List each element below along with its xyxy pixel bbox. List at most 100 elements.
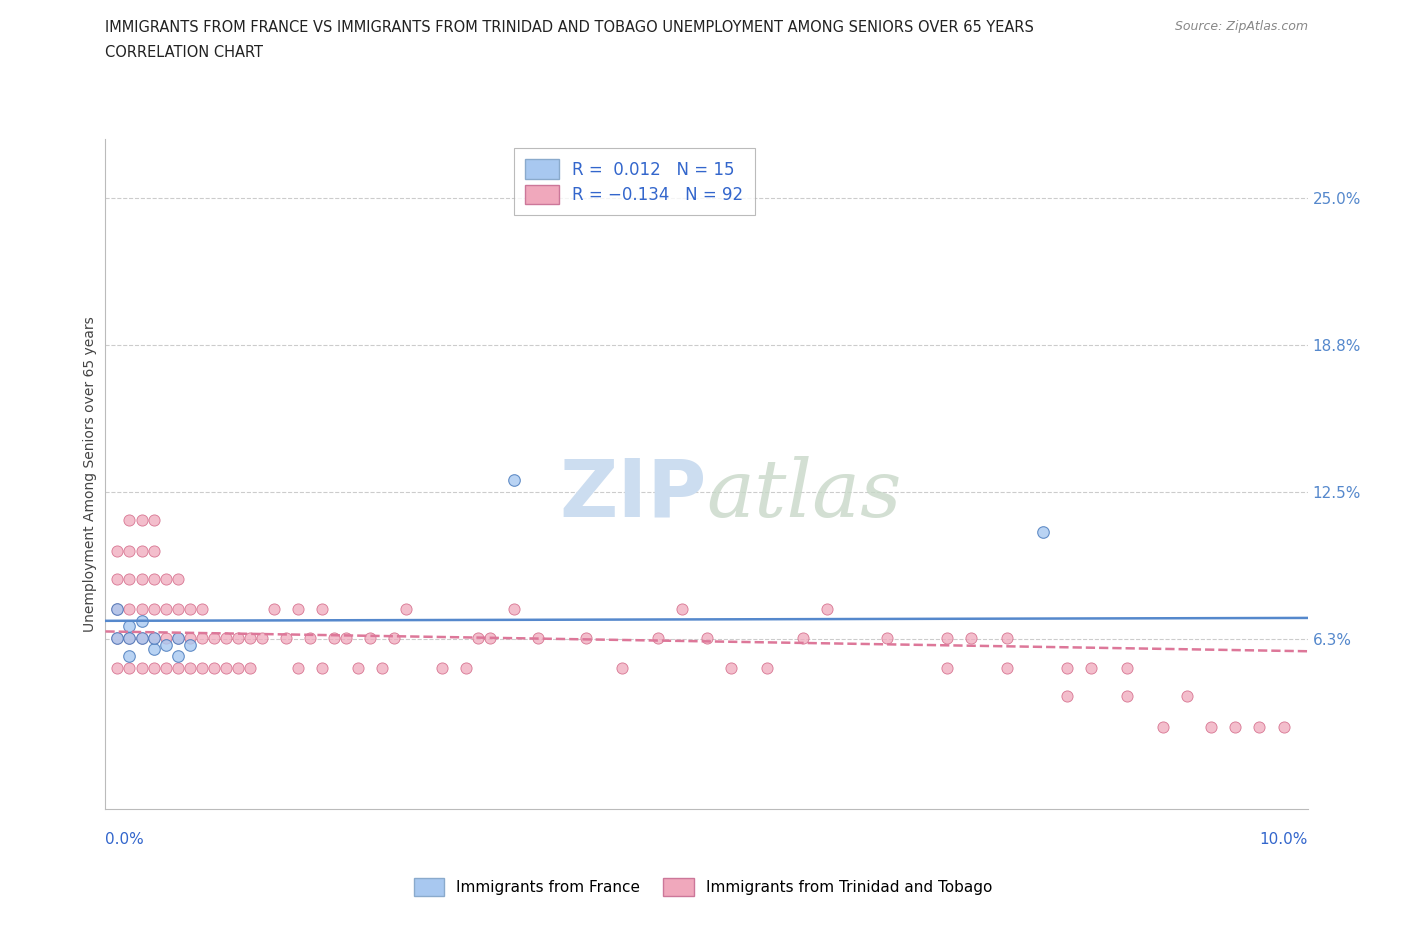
Point [131, 631, 153, 645]
Point [263, 602, 285, 617]
Point [155, 602, 177, 617]
Point [1272, 720, 1295, 735]
Point [335, 631, 357, 645]
Point [190, 602, 212, 617]
Point [815, 602, 838, 617]
Point [467, 631, 489, 645]
Text: 0.0%: 0.0% [105, 832, 145, 847]
Point [155, 631, 177, 645]
Point [142, 543, 165, 558]
Point [696, 631, 718, 645]
Point [1201, 720, 1223, 735]
Point [1056, 689, 1078, 704]
Point [347, 660, 370, 675]
Point [166, 631, 188, 645]
Point [107, 602, 129, 617]
Point [166, 631, 188, 645]
Point [142, 631, 165, 645]
Point [1175, 689, 1198, 704]
Point [166, 649, 188, 664]
Point [1032, 525, 1054, 539]
Point [142, 660, 165, 675]
Point [371, 660, 394, 675]
Point [179, 637, 201, 652]
Point [274, 631, 297, 645]
Point [1152, 720, 1174, 735]
Point [107, 571, 129, 586]
Point [155, 637, 177, 652]
Point [755, 660, 778, 675]
Point [118, 660, 141, 675]
Point [239, 660, 262, 675]
Point [131, 512, 153, 527]
Point [527, 631, 550, 645]
Point [1056, 660, 1078, 675]
Point [118, 543, 141, 558]
Text: CORRELATION CHART: CORRELATION CHART [105, 45, 263, 60]
Text: ZIP: ZIP [560, 456, 707, 534]
Text: 10.0%: 10.0% [1260, 832, 1308, 847]
Point [131, 543, 153, 558]
Point [960, 631, 983, 645]
Text: atlas: atlas [707, 456, 901, 533]
Point [936, 631, 959, 645]
Point [995, 631, 1018, 645]
Point [166, 660, 188, 675]
Point [359, 631, 381, 645]
Point [190, 631, 212, 645]
Point [202, 631, 225, 645]
Point [454, 660, 477, 675]
Point [118, 649, 141, 664]
Point [612, 660, 634, 675]
Point [214, 660, 236, 675]
Point [395, 602, 418, 617]
Point [166, 602, 188, 617]
Point [647, 631, 669, 645]
Point [1116, 689, 1139, 704]
Point [311, 602, 333, 617]
Point [142, 602, 165, 617]
Point [118, 631, 141, 645]
Point [179, 631, 201, 645]
Point [430, 660, 453, 675]
Point [1225, 720, 1247, 735]
Point [1249, 720, 1271, 735]
Point [142, 571, 165, 586]
Point [311, 660, 333, 675]
Point [107, 660, 129, 675]
Point [720, 660, 742, 675]
Point [503, 472, 526, 487]
Point [131, 631, 153, 645]
Text: IMMIGRANTS FROM FRANCE VS IMMIGRANTS FROM TRINIDAD AND TOBAGO UNEMPLOYMENT AMONG: IMMIGRANTS FROM FRANCE VS IMMIGRANTS FRO… [105, 20, 1035, 35]
Point [671, 602, 693, 617]
Point [1116, 660, 1139, 675]
Point [131, 571, 153, 586]
Point [118, 618, 141, 633]
Point [250, 631, 273, 645]
Point [131, 614, 153, 629]
Point [575, 631, 598, 645]
Point [287, 660, 309, 675]
Point [876, 631, 898, 645]
Y-axis label: Unemployment Among Seniors over 65 years: Unemployment Among Seniors over 65 years [83, 316, 97, 632]
Point [792, 631, 814, 645]
Point [107, 543, 129, 558]
Point [322, 631, 344, 645]
Point [155, 571, 177, 586]
Point [298, 631, 321, 645]
Point [202, 660, 225, 675]
Point [142, 512, 165, 527]
Point [479, 631, 502, 645]
Point [226, 660, 249, 675]
Point [287, 602, 309, 617]
Point [1080, 660, 1102, 675]
Point [503, 602, 526, 617]
Point [995, 660, 1018, 675]
Point [155, 660, 177, 675]
Point [239, 631, 262, 645]
Point [142, 631, 165, 645]
Point [179, 660, 201, 675]
Text: Source: ZipAtlas.com: Source: ZipAtlas.com [1174, 20, 1308, 33]
Point [226, 631, 249, 645]
Point [179, 602, 201, 617]
